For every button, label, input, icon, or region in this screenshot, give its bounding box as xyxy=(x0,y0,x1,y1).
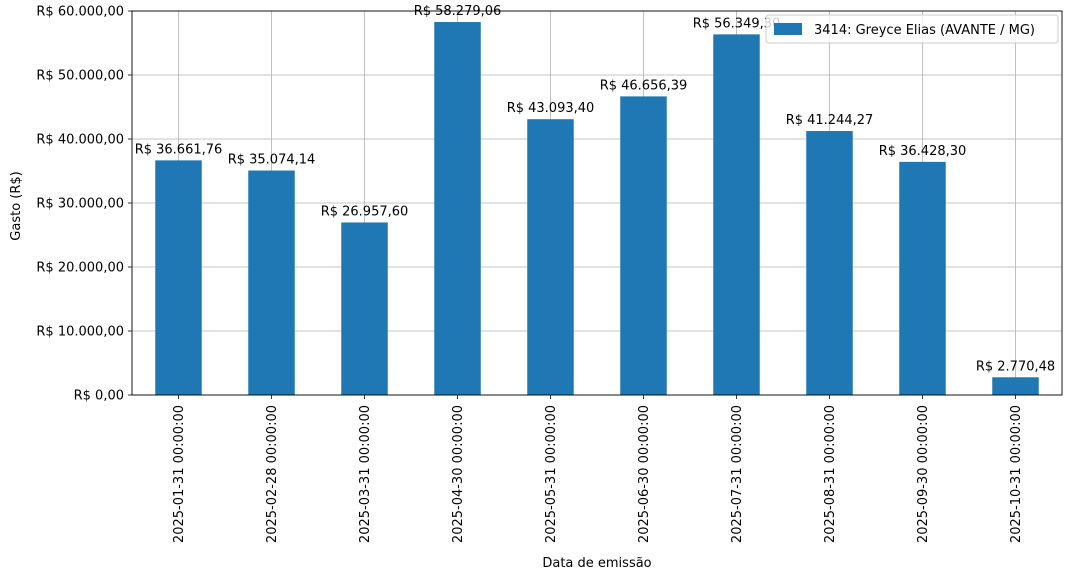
bar xyxy=(155,160,202,395)
y-tick-label: R$ 10.000,00 xyxy=(36,325,124,340)
bar xyxy=(992,377,1039,395)
x-tick-label: 2025-09-30 00:00:00 xyxy=(916,405,931,543)
x-axis-title: Data de emissão xyxy=(542,556,651,571)
x-tick-label: 2025-03-31 00:00:00 xyxy=(358,405,373,543)
bars xyxy=(155,22,1039,396)
bar-value-labels: R$ 36.661,76 R$ 35.074,14 R$ 26.957,60 R$ 5… xyxy=(135,4,1055,374)
x-tick-label: 2025-05-31 00:00:00 xyxy=(544,405,559,543)
bar xyxy=(899,161,946,395)
y-tick-label: R$ 0,00 xyxy=(74,389,124,404)
bar-value-label: R$ 35.074,14 xyxy=(228,153,316,168)
bar-value-label: R$ 43.093,40 xyxy=(507,101,595,116)
bar-value-label: R$ 46.656,39 xyxy=(600,78,688,93)
legend-label: 3414: Greyce Elias (AVANTE / MG) xyxy=(814,23,1035,38)
y-axis-ticks: R$ 0,00 R$ 10.000,00 R$ 20.000,00 R$ 30.000… xyxy=(36,5,132,404)
x-tick-label: 2025-10-31 00:00:00 xyxy=(1009,405,1024,543)
bar xyxy=(248,170,295,395)
bar-value-label: R$ 56.349,30 xyxy=(693,16,781,31)
x-tick-label: 2025-04-30 00:00:00 xyxy=(451,405,466,543)
bar-value-label: R$ 26.957,60 xyxy=(321,204,409,219)
x-tick-label: 2025-08-31 00:00:00 xyxy=(823,405,838,543)
bar xyxy=(806,131,853,395)
bar xyxy=(713,34,760,396)
legend-swatch xyxy=(774,23,802,35)
legend: 3414: Greyce Elias (AVANTE / MG) xyxy=(765,14,1059,44)
y-tick-label: R$ 20.000,00 xyxy=(36,261,124,276)
bar xyxy=(341,222,388,395)
bar-value-label: R$ 2.770,48 xyxy=(976,359,1055,374)
y-axis-title: Gasto (R$) xyxy=(9,171,24,240)
x-tick-label: 2025-07-31 00:00:00 xyxy=(730,405,745,543)
bar-value-label: R$ 41.244,27 xyxy=(786,113,874,128)
y-tick-label: R$ 40.000,00 xyxy=(36,133,124,148)
y-tick-label: R$ 60.000,00 xyxy=(36,5,124,20)
bar xyxy=(620,96,667,395)
bar xyxy=(527,119,574,395)
bar-value-label: R$ 58.279,06 xyxy=(414,4,502,19)
y-tick-label: R$ 50.000,00 xyxy=(36,69,124,84)
legend-frame xyxy=(765,14,1059,44)
x-tick-label: 2025-02-28 00:00:00 xyxy=(265,405,280,543)
bar-value-label: R$ 36.428,30 xyxy=(879,144,967,159)
bar-value-label: R$ 36.661,76 xyxy=(135,142,223,157)
x-tick-label: 2025-01-31 00:00:00 xyxy=(172,405,187,543)
bar xyxy=(434,22,481,396)
x-tick-label: 2025-06-30 00:00:00 xyxy=(637,405,652,543)
x-axis-ticks: 2025-01-31 00:00:00 2025-02-28 00:00:00 20… xyxy=(172,395,1024,543)
y-tick-label: R$ 30.000,00 xyxy=(36,197,124,212)
